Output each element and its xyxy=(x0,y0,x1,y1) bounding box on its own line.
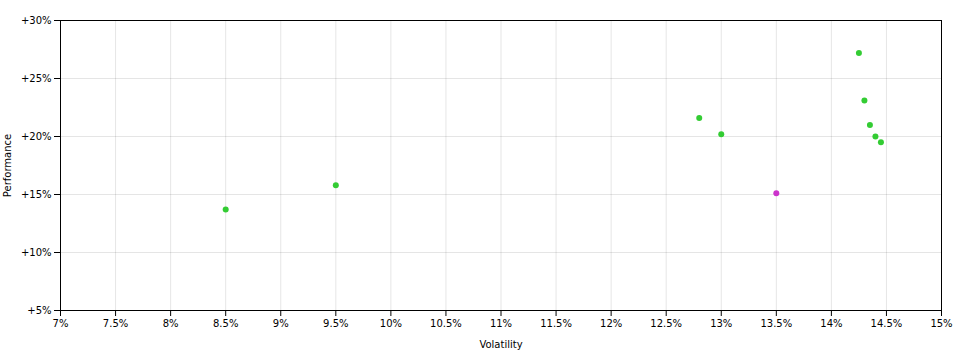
svg-text:15%: 15% xyxy=(930,318,952,329)
svg-text:13.5%: 13.5% xyxy=(760,318,792,329)
svg-text:11%: 11% xyxy=(490,318,512,329)
svg-text:12.5%: 12.5% xyxy=(650,318,682,329)
svg-text:+15%: +15% xyxy=(21,189,52,200)
svg-text:9.5%: 9.5% xyxy=(323,318,348,329)
svg-text:14.5%: 14.5% xyxy=(871,318,903,329)
svg-text:7%: 7% xyxy=(53,318,69,329)
svg-text:+20%: +20% xyxy=(21,131,52,142)
svg-text:13%: 13% xyxy=(710,318,732,329)
svg-text:7.5%: 7.5% xyxy=(103,318,128,329)
svg-text:+30%: +30% xyxy=(21,15,52,26)
svg-text:8%: 8% xyxy=(163,318,179,329)
svg-text:+10%: +10% xyxy=(21,247,52,258)
svg-text:9%: 9% xyxy=(273,318,289,329)
svg-text:12%: 12% xyxy=(600,318,622,329)
svg-text:+5%: +5% xyxy=(27,305,51,316)
svg-text:11.5%: 11.5% xyxy=(540,318,572,329)
svg-text:Volatility: Volatility xyxy=(479,339,522,350)
svg-text:8.5%: 8.5% xyxy=(213,318,238,329)
svg-text:+25%: +25% xyxy=(21,73,52,84)
svg-text:14%: 14% xyxy=(820,318,842,329)
svg-text:Performance: Performance xyxy=(2,134,13,197)
svg-text:10%: 10% xyxy=(380,318,402,329)
svg-text:10.5%: 10.5% xyxy=(430,318,462,329)
